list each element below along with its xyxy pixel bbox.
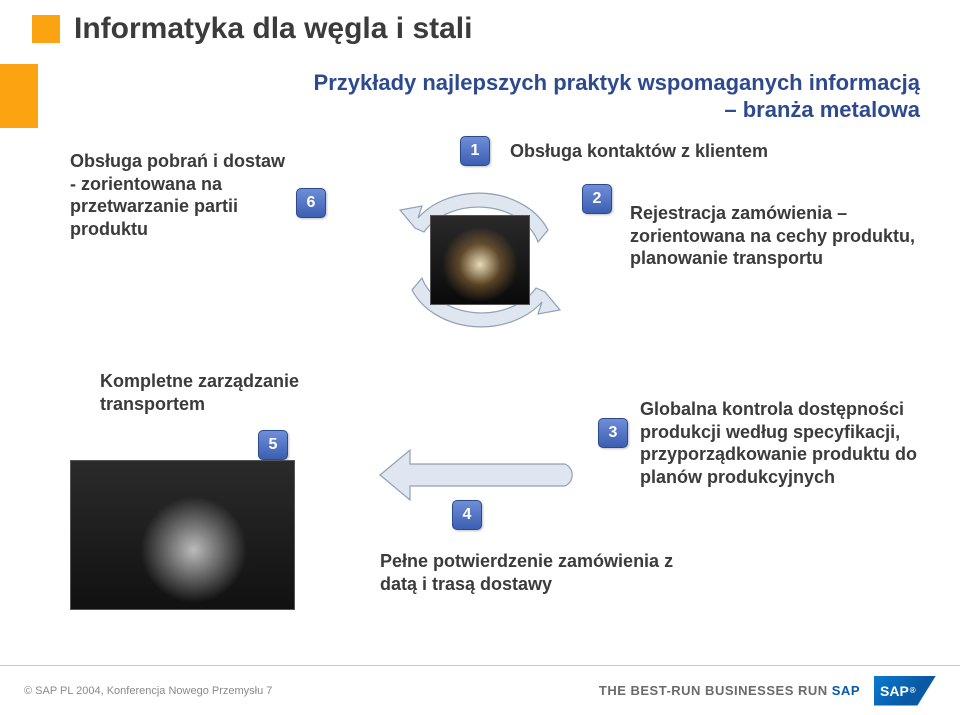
title-row: Informatyka dla węgla i stali [0,0,960,52]
sap-logo-text: SAP [880,683,909,699]
step-3-text: Globalna kontrola dostępności produkcji … [640,398,930,488]
tagline-pre: THE BEST-RUN BUSINESSES RUN [599,683,832,698]
footer-copyright: © SAP PL 2004, Konferencja Nowego Przemy… [24,685,272,697]
slide-subtitle: Przykłady najlepszych praktyk wspomagany… [314,69,920,124]
subtitle-line-1: Przykłady najlepszych praktyk wspomagany… [314,70,920,95]
cycle-center-photo [430,215,530,305]
title-bullet-icon [32,15,60,43]
footer-right: THE BEST-RUN BUSINESSES RUN SAP SAP® [599,676,936,706]
step-2-text: Rejestracja zamówienia – zorientowana na… [630,202,930,270]
gold-sidebar-accent [0,64,38,128]
subtitle-band: Przykłady najlepszych praktyk wspomagany… [40,64,930,128]
step-5-text: Kompletne zarządzanie transportem [100,370,300,415]
subtitle-line-2: – branża metalowa [724,97,920,122]
tagline-brand: SAP [832,683,860,698]
badge-5: 5 [258,430,288,460]
foundry-photo [70,460,295,610]
slide-title: Informatyka dla węgla i stali [74,12,472,46]
cycle-diagram [360,160,600,360]
slide: Informatyka dla węgla i stali Przykłady … [0,0,960,715]
content-area: Obsługa pobrań i dostaw - zorientowana n… [0,140,960,655]
step-4-text: Pełne potwierdzenie zamówienia z datą i … [380,550,680,595]
footer: © SAP PL 2004, Konferencja Nowego Przemy… [0,665,960,715]
sap-logo-icon: SAP® [874,676,936,706]
badge-4: 4 [452,500,482,530]
badge-6: 6 [296,188,326,218]
step-6-text: Obsługa pobrań i dostaw - zorientowana n… [70,150,290,240]
footer-tagline: THE BEST-RUN BUSINESSES RUN SAP [599,683,860,698]
badge-3: 3 [598,418,628,448]
sap-logo-registered: ® [910,686,916,695]
